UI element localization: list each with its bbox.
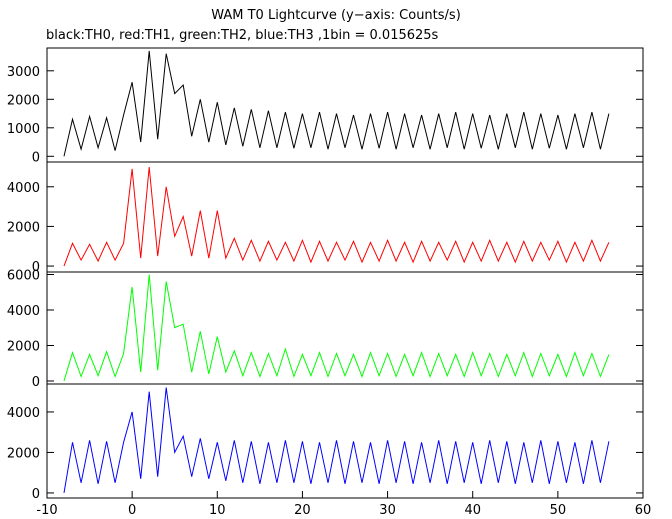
y-tick-label: 0 bbox=[32, 150, 40, 165]
y-tick-label: 2000 bbox=[7, 446, 40, 461]
x-tick-label: 20 bbox=[294, 503, 311, 515]
y-tick-label: 4000 bbox=[7, 406, 40, 421]
y-tick-label: 0 bbox=[32, 375, 40, 390]
panel-frame bbox=[46, 47, 644, 163]
chart-title: WAM T0 Lightcurve (y−axis: Counts/s) bbox=[211, 8, 461, 23]
data-line bbox=[63, 166, 610, 267]
data-line bbox=[63, 387, 610, 493]
x-tick-label: 30 bbox=[379, 503, 396, 515]
y-tick-label: 0 bbox=[32, 260, 40, 275]
x-tick-label: 50 bbox=[550, 503, 567, 515]
y-tick-label: 0 bbox=[32, 487, 40, 502]
y-tick-label: 4000 bbox=[7, 181, 40, 196]
y-tick-label: 2000 bbox=[7, 93, 40, 108]
x-tick-label: -10 bbox=[36, 503, 57, 515]
chart-subtitle: black:TH0, red:TH1, green:TH2, blue:TH3 … bbox=[46, 28, 439, 43]
data-line bbox=[63, 50, 610, 157]
y-tick-label: 6000 bbox=[7, 268, 40, 283]
y-tick-label: 2000 bbox=[7, 339, 40, 354]
y-tick-label: 4000 bbox=[7, 304, 40, 319]
x-tick-label: 0 bbox=[128, 503, 136, 515]
y-tick-label: 1000 bbox=[7, 122, 40, 137]
x-tick-label: 60 bbox=[635, 503, 652, 515]
x-tick-label: 40 bbox=[464, 503, 481, 515]
y-tick-label: 2000 bbox=[7, 220, 40, 235]
y-tick-label: 3000 bbox=[7, 65, 40, 80]
x-tick-label: 10 bbox=[209, 503, 226, 515]
data-line bbox=[63, 274, 610, 382]
panel-frame bbox=[46, 383, 644, 499]
